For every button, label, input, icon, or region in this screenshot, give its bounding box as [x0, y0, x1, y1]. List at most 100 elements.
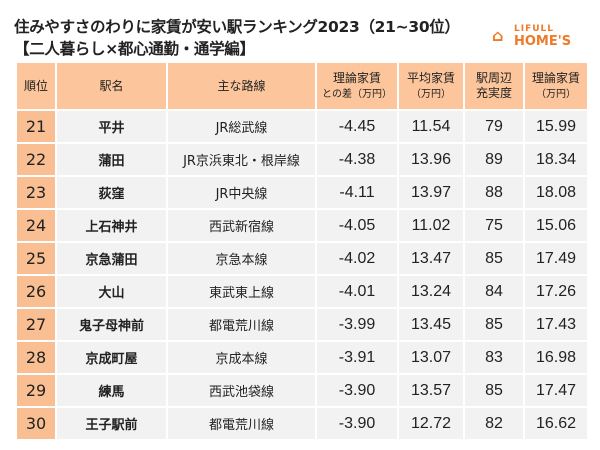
- cell-station: 王子駅前: [55, 406, 168, 441]
- cell-diff: -4.11: [315, 175, 399, 210]
- cell-line: 都電荒川線: [166, 307, 317, 342]
- cell-score: 85: [463, 373, 525, 408]
- cell-station: 鬼子母神前: [55, 307, 168, 342]
- cell-station: 京急蒲田: [55, 241, 168, 276]
- cell-rank: 26: [15, 274, 57, 309]
- house-icon: ⌂: [492, 26, 504, 45]
- cell-diff: -3.99: [315, 307, 399, 342]
- cell-station: 練馬: [55, 373, 168, 408]
- table-row: 26 大山 東武東上線 -4.01 13.24 84 17.26: [15, 274, 589, 309]
- cell-avg-rent: 11.54: [397, 109, 465, 144]
- header-theory: 理論家賃 （万円）: [523, 63, 589, 111]
- header-theory-2: （万円）: [536, 88, 576, 100]
- cell-station: 平井: [55, 109, 168, 144]
- cell-rank: 22: [15, 142, 57, 177]
- cell-theory-rent: 17.43: [523, 307, 589, 342]
- header-diff-2: との差（万円）: [322, 88, 392, 100]
- cell-diff: -3.90: [315, 406, 399, 441]
- cell-diff: -4.45: [315, 109, 399, 144]
- cell-theory-rent: 17.47: [523, 373, 589, 408]
- header-station: 駅名: [55, 63, 168, 111]
- logo-bottom: HOME'S: [514, 34, 572, 49]
- cell-avg-rent: 13.07: [397, 340, 465, 375]
- table-row: 25 京急蒲田 京急本線 -4.02 13.47 85 17.49: [15, 241, 589, 276]
- header-score: 駅周辺 充実度: [463, 63, 525, 111]
- table-row: 21 平井 JR総武線 -4.45 11.54 79 15.99: [15, 109, 589, 144]
- cell-rank: 24: [15, 208, 57, 243]
- cell-station: 京成町屋: [55, 340, 168, 375]
- cell-avg-rent: 13.45: [397, 307, 465, 342]
- cell-station: 荻窪: [55, 175, 168, 210]
- cell-rank: 30: [15, 406, 57, 441]
- cell-avg-rent: 13.47: [397, 241, 465, 276]
- table-row: 24 上石神井 西武新宿線 -4.05 11.02 75 15.06: [15, 208, 589, 243]
- cell-line: 都電荒川線: [166, 406, 317, 441]
- header-line: 主な路線: [166, 63, 317, 111]
- cell-line: 西武新宿線: [166, 208, 317, 243]
- header-avg-1: 平均家賃: [406, 70, 455, 85]
- cell-rank: 29: [15, 373, 57, 408]
- cell-score: 79: [463, 109, 525, 144]
- header-rank: 順位: [15, 63, 57, 111]
- cell-diff: -3.91: [315, 340, 399, 375]
- cell-station: 大山: [55, 274, 168, 309]
- cell-diff: -3.90: [315, 373, 399, 408]
- cell-line: JR中央線: [166, 175, 317, 210]
- header-score-2: 充実度: [475, 86, 512, 100]
- title-line1: 住みやすさのわりに家賃が安い駅ランキング2023（21~30位）: [14, 18, 460, 36]
- cell-theory-rent: 17.49: [523, 241, 589, 276]
- cell-avg-rent: 11.02: [397, 208, 465, 243]
- header-avg-2: （万円）: [411, 88, 451, 100]
- header-diff-1: 理論家賃: [332, 70, 381, 85]
- cell-diff: -4.02: [315, 241, 399, 276]
- header-avg: 平均家賃 （万円）: [397, 63, 465, 111]
- cell-theory-rent: 15.06: [523, 208, 589, 243]
- cell-line: 京急本線: [166, 241, 317, 276]
- header-theory-1: 理論家賃: [531, 70, 580, 85]
- logo-top: LIFULL: [514, 24, 555, 34]
- table-row: 23 荻窪 JR中央線 -4.11 13.97 88 18.08: [15, 175, 589, 210]
- cell-line: JR京浜東北・根岸線: [166, 142, 317, 177]
- header-score-1: 駅周辺: [475, 71, 512, 85]
- title-line2: 【二人暮らし×都心通勤・通学編】: [14, 40, 255, 58]
- cell-score: 84: [463, 274, 525, 309]
- cell-line: 京成本線: [166, 340, 317, 375]
- table-row: 30 王子駅前 都電荒川線 -3.90 12.72 82 16.62: [15, 406, 589, 441]
- cell-score: 88: [463, 175, 525, 210]
- cell-score: 82: [463, 406, 525, 441]
- cell-diff: -4.05: [315, 208, 399, 243]
- cell-score: 85: [463, 241, 525, 276]
- ranking-table: 順位 駅名 主な路線 理論家賃との差（万円） 平均家賃 （万円） 駅周辺 充実度 理…: [15, 63, 589, 441]
- cell-avg-rent: 13.97: [397, 175, 465, 210]
- cell-avg-rent: 13.96: [397, 142, 465, 177]
- cell-score: 89: [463, 142, 525, 177]
- table-row: 29 練馬 西武池袋線 -3.90 13.57 85 17.47: [15, 373, 589, 408]
- table-row: 27 鬼子母神前 都電荒川線 -3.99 13.45 85 17.43: [15, 307, 589, 342]
- cell-theory-rent: 17.26: [523, 274, 589, 309]
- table-row: 28 京成町屋 京成本線 -3.91 13.07 83 16.98: [15, 340, 589, 375]
- cell-rank: 23: [15, 175, 57, 210]
- cell-diff: -4.01: [315, 274, 399, 309]
- table-row: 22 蒲田 JR京浜東北・根岸線 -4.38 13.96 89 18.34: [15, 142, 589, 177]
- cell-station: 蒲田: [55, 142, 168, 177]
- cell-line: 東武東上線: [166, 274, 317, 309]
- header-row: 順位 駅名 主な路線 理論家賃との差（万円） 平均家賃 （万円） 駅周辺 充実度 理…: [15, 63, 589, 111]
- cell-station: 上石神井: [55, 208, 168, 243]
- page-title: 住みやすさのわりに家賃が安い駅ランキング2023（21~30位） 【二人暮らし×…: [14, 16, 460, 60]
- cell-theory-rent: 16.62: [523, 406, 589, 441]
- cell-score: 85: [463, 307, 525, 342]
- cell-score: 83: [463, 340, 525, 375]
- cell-diff: -4.38: [315, 142, 399, 177]
- cell-score: 75: [463, 208, 525, 243]
- cell-theory-rent: 15.99: [523, 109, 589, 144]
- cell-rank: 27: [15, 307, 57, 342]
- cell-avg-rent: 12.72: [397, 406, 465, 441]
- cell-line: 西武池袋線: [166, 373, 317, 408]
- cell-avg-rent: 13.24: [397, 274, 465, 309]
- cell-avg-rent: 13.57: [397, 373, 465, 408]
- cell-rank: 25: [15, 241, 57, 276]
- cell-rank: 21: [15, 109, 57, 144]
- cell-theory-rent: 18.08: [523, 175, 589, 210]
- cell-line: JR総武線: [166, 109, 317, 144]
- cell-theory-rent: 18.34: [523, 142, 589, 177]
